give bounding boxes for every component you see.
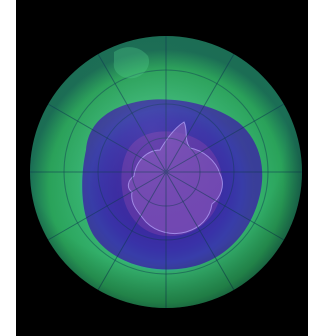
globe-shading — [30, 36, 302, 308]
image-panel — [16, 0, 308, 336]
ozone-globe-image — [30, 36, 302, 308]
